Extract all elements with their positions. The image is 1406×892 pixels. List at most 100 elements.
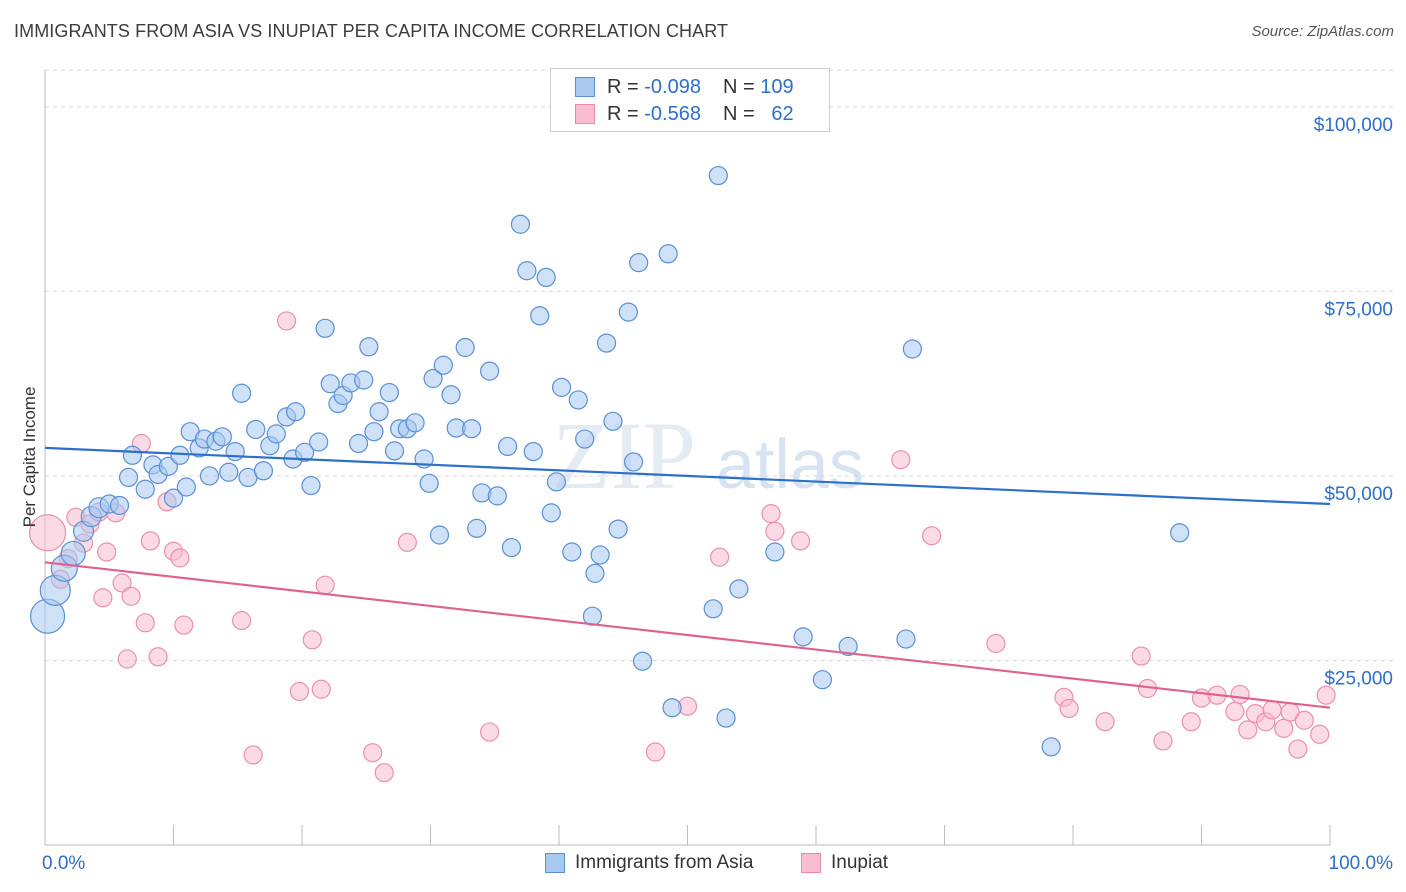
asia-point <box>301 475 321 496</box>
asia-trend-line <box>44 446 1331 506</box>
y-tick-label: $100,000 <box>1314 115 1393 136</box>
asia-point <box>536 267 556 288</box>
asia-point <box>498 436 518 457</box>
asia-point <box>429 525 450 545</box>
asia-point <box>419 473 439 493</box>
asia-point <box>158 456 178 476</box>
inupiat-point <box>645 742 665 762</box>
inupiat-point <box>891 450 911 470</box>
bottom-legend-inupiat: Inupiat <box>801 852 888 874</box>
asia-point <box>662 698 682 718</box>
y-tick-label: $50,000 <box>1324 484 1393 505</box>
y-tick-label: $75,000 <box>1324 299 1393 320</box>
asia-point <box>708 165 728 186</box>
asia-point <box>384 441 405 461</box>
asia-point <box>517 261 537 281</box>
asia-point <box>266 424 286 444</box>
asia-point <box>838 636 858 657</box>
asia-point <box>501 537 522 558</box>
asia-point <box>369 402 389 422</box>
inupiat-point <box>135 613 155 633</box>
y-tick-label: $25,000 <box>1324 668 1393 689</box>
inupiat-points <box>28 311 1336 783</box>
asia-point <box>405 413 425 433</box>
asia-point <box>163 488 184 508</box>
asia-point <box>812 670 833 690</box>
asia-point <box>253 461 274 481</box>
inupiat-point <box>117 649 137 669</box>
inupiat-point <box>1059 698 1079 719</box>
inupiat-point <box>986 633 1006 654</box>
inupiat-point <box>1181 712 1201 732</box>
asia-point <box>658 244 678 264</box>
inupiat-point <box>710 547 730 567</box>
inupiat-point <box>1316 685 1336 705</box>
asia-point <box>632 651 653 671</box>
asia-point <box>315 318 335 338</box>
inupiat-point <box>1153 731 1173 751</box>
asia-point <box>585 563 605 583</box>
bottom-legend-asia: Immigrants from Asia <box>545 852 753 874</box>
asia-point <box>212 427 232 447</box>
inupiat-point <box>315 575 335 595</box>
inupiat-point <box>1310 724 1330 744</box>
trend-lines <box>44 446 1331 709</box>
asia-point <box>1041 737 1061 757</box>
asia-point <box>703 599 723 619</box>
asia-point <box>199 466 220 486</box>
y-axis-label: Per Capita Income <box>20 387 39 528</box>
inupiat-point <box>1131 646 1151 666</box>
legend-n-value: 109 <box>760 75 794 98</box>
asia-point <box>320 374 340 394</box>
inupiat-point <box>363 743 383 763</box>
asia-point <box>219 462 239 482</box>
asia-point <box>122 445 142 465</box>
asia-point <box>294 442 315 462</box>
asia-point <box>546 472 567 492</box>
asia-point <box>603 411 623 431</box>
inupiat-point <box>1274 718 1294 738</box>
legend-n-label: N = <box>722 102 755 125</box>
asia-point <box>608 519 628 539</box>
inupiat-point <box>1294 710 1314 730</box>
asia-point <box>510 214 531 234</box>
inupiat-point <box>121 586 141 606</box>
asia-point <box>629 253 649 273</box>
inupiat-point <box>374 763 394 783</box>
asia-point <box>170 445 190 465</box>
asia-point <box>232 383 252 403</box>
asia-point <box>729 579 749 599</box>
asia-point <box>551 377 572 397</box>
asia-point <box>60 540 86 567</box>
asia-point <box>455 337 475 358</box>
bottom-legend-label-asia: Immigrants from Asia <box>575 852 754 873</box>
inupiat-point <box>311 679 331 699</box>
asia-point <box>354 370 374 390</box>
inupiat-point <box>765 521 785 541</box>
inupiat-point <box>1095 712 1115 732</box>
inupiat-point <box>289 681 310 702</box>
legend-row-asia: R = -0.098 N = 109 <box>575 74 794 100</box>
asia-point <box>716 708 736 728</box>
axes <box>44 70 1331 846</box>
asia-point <box>109 495 130 516</box>
legend-swatch-inupiat <box>575 104 595 124</box>
asia-point <box>348 433 369 454</box>
inupiat-point <box>28 514 67 552</box>
axis-labels: $25,000 $50,000 $75,000 $100,000 0.0% 100.0% P… <box>20 115 1393 874</box>
x-tick-label: 0.0% <box>42 853 85 874</box>
watermark-zip: ZIP <box>552 402 696 509</box>
legend-swatch-asia <box>575 77 595 97</box>
inupiat-point <box>1262 700 1282 720</box>
asia-point <box>618 302 638 322</box>
asia-point <box>568 390 588 410</box>
asia-point <box>793 627 813 647</box>
legend-r-value: -0.568 <box>644 102 701 125</box>
asia-point <box>765 542 785 562</box>
legend-r-value: -0.098 <box>644 75 701 98</box>
inupiat-point <box>93 588 113 608</box>
inupiat-point <box>174 615 194 635</box>
asia-point <box>902 339 922 359</box>
bottom-legend-swatch-asia <box>545 853 565 873</box>
